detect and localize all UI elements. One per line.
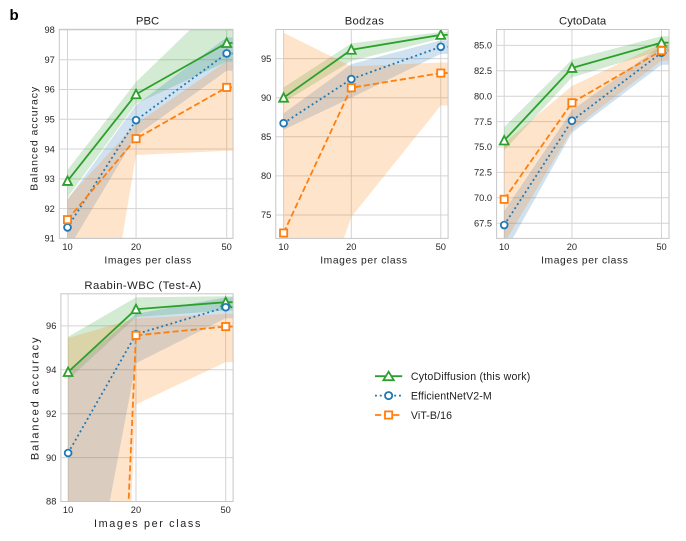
svg-text:90: 90 bbox=[261, 93, 271, 103]
svg-text:20: 20 bbox=[131, 242, 141, 252]
svg-text:97: 97 bbox=[44, 55, 54, 65]
svg-text:20: 20 bbox=[567, 242, 577, 252]
svg-text:72.5: 72.5 bbox=[474, 168, 492, 178]
svg-text:90: 90 bbox=[46, 453, 56, 463]
svg-text:77.5: 77.5 bbox=[474, 117, 492, 127]
svg-text:Raabin-WBC (Test-A): Raabin-WBC (Test-A) bbox=[84, 280, 201, 292]
svg-text:94: 94 bbox=[46, 365, 56, 375]
svg-text:93: 93 bbox=[44, 174, 54, 184]
svg-text:96: 96 bbox=[44, 85, 54, 95]
svg-text:96: 96 bbox=[46, 321, 56, 331]
svg-text:10: 10 bbox=[62, 242, 72, 252]
svg-text:Balanced accuracy: Balanced accuracy bbox=[30, 336, 42, 460]
svg-text:91: 91 bbox=[44, 234, 54, 244]
svg-text:95: 95 bbox=[44, 114, 54, 124]
svg-text:88: 88 bbox=[46, 497, 56, 507]
svg-text:Images per class: Images per class bbox=[94, 518, 202, 530]
svg-text:b: b bbox=[10, 7, 19, 24]
svg-text:20: 20 bbox=[131, 505, 141, 515]
svg-text:Balanced accuracy: Balanced accuracy bbox=[29, 86, 41, 191]
svg-text:20: 20 bbox=[346, 242, 356, 252]
svg-text:10: 10 bbox=[278, 242, 288, 252]
svg-text:80: 80 bbox=[261, 171, 271, 181]
svg-text:92: 92 bbox=[46, 409, 56, 419]
svg-text:50: 50 bbox=[656, 242, 666, 252]
svg-text:Images per class: Images per class bbox=[320, 256, 407, 267]
svg-text:50: 50 bbox=[436, 242, 446, 252]
svg-text:50: 50 bbox=[221, 505, 231, 515]
svg-text:67.5: 67.5 bbox=[474, 218, 492, 228]
svg-text:10: 10 bbox=[499, 242, 509, 252]
svg-text:75: 75 bbox=[261, 210, 271, 220]
svg-text:75.0: 75.0 bbox=[474, 142, 492, 152]
svg-text:Images per class: Images per class bbox=[104, 256, 191, 267]
svg-text:85: 85 bbox=[261, 132, 271, 142]
svg-text:Bodzas: Bodzas bbox=[345, 16, 385, 28]
svg-text:95: 95 bbox=[261, 54, 271, 64]
svg-text:10: 10 bbox=[63, 505, 73, 515]
svg-text:Images per class: Images per class bbox=[541, 256, 628, 267]
svg-text:CytoDiffusion (this work): CytoDiffusion (this work) bbox=[411, 371, 531, 383]
svg-text:94: 94 bbox=[44, 144, 54, 154]
svg-text:70.0: 70.0 bbox=[474, 193, 492, 203]
svg-text:50: 50 bbox=[222, 242, 232, 252]
svg-text:92: 92 bbox=[44, 204, 54, 214]
svg-text:85.0: 85.0 bbox=[474, 41, 492, 51]
svg-text:80.0: 80.0 bbox=[474, 91, 492, 101]
svg-text:ViT-B/16: ViT-B/16 bbox=[411, 410, 452, 422]
svg-text:PBC: PBC bbox=[136, 16, 159, 28]
svg-text:CytoData: CytoData bbox=[559, 16, 607, 28]
svg-text:98: 98 bbox=[44, 25, 54, 35]
svg-text:82.5: 82.5 bbox=[474, 66, 492, 76]
svg-text:EfficientNetV2-M: EfficientNetV2-M bbox=[411, 390, 492, 402]
